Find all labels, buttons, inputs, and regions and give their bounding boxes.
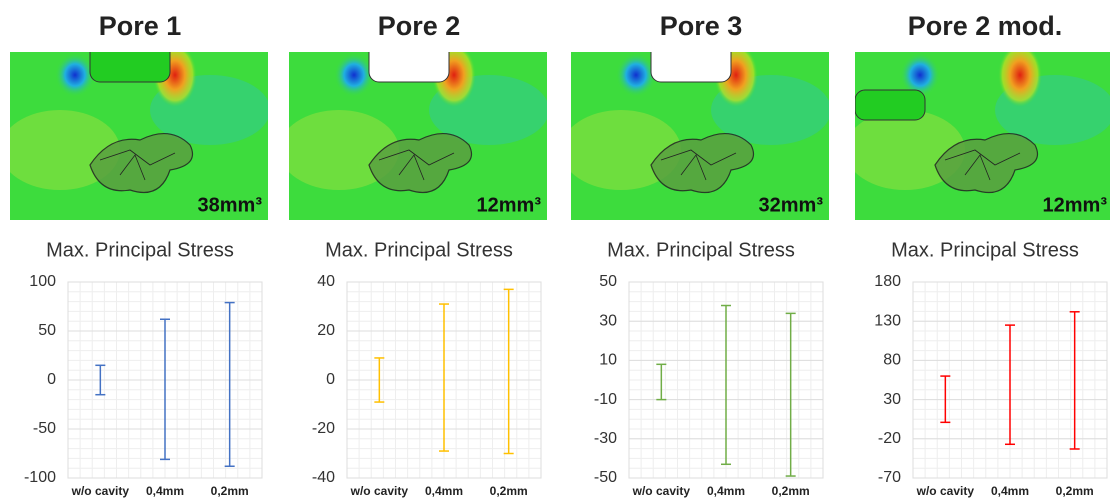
tool xyxy=(651,40,731,82)
y-tick-label: -30 xyxy=(594,430,617,447)
cold-spot xyxy=(334,53,374,97)
contour xyxy=(279,40,549,220)
panel-title: Pore 2 mod. xyxy=(908,11,1063,41)
volume-label: 12mm³ xyxy=(1043,194,1108,216)
cold-spot xyxy=(55,53,95,97)
volume-label: 32mm³ xyxy=(759,194,824,216)
x-tick-label: w/o cavity xyxy=(71,484,130,498)
x-tick-label: w/o cavity xyxy=(350,484,409,498)
y-tick-label: 180 xyxy=(874,273,901,290)
tool xyxy=(90,40,170,82)
chart-subtitle: Max. Principal Stress xyxy=(891,239,1079,261)
y-tick-label: -20 xyxy=(312,420,335,437)
y-tick-label: 40 xyxy=(317,273,335,290)
y-tick-label: -50 xyxy=(594,469,617,486)
x-tick-label: 0,2mm xyxy=(211,484,249,498)
hot-spot xyxy=(998,43,1042,107)
y-tick-label: 80 xyxy=(883,352,901,369)
contour xyxy=(0,40,270,220)
chart-subtitle: Max. Principal Stress xyxy=(325,239,513,261)
x-tick-label: w/o cavity xyxy=(916,484,975,498)
y-tick-label: 0 xyxy=(47,371,56,388)
figure: Pore 138mm³Max. Principal Stress-100-500… xyxy=(0,0,1110,502)
cold-spot xyxy=(616,53,656,97)
y-tick-label: 50 xyxy=(38,322,56,339)
panel-title: Pore 2 xyxy=(378,11,461,41)
y-tick-label: 30 xyxy=(599,312,617,329)
y-tick-label: 20 xyxy=(317,322,335,339)
x-tick-label: 0,4mm xyxy=(146,484,184,498)
panel-title: Pore 1 xyxy=(99,11,182,41)
stress-image xyxy=(279,40,549,220)
stress-image xyxy=(561,40,831,220)
y-tick-label: 100 xyxy=(29,273,56,290)
x-tick-label: w/o cavity xyxy=(632,484,691,498)
tool xyxy=(369,40,449,82)
volume-label: 12mm³ xyxy=(477,194,542,216)
stress-image xyxy=(0,40,270,220)
contour xyxy=(561,40,831,220)
x-tick-label: 0,2mm xyxy=(1056,484,1094,498)
x-tick-label: 0,2mm xyxy=(772,484,810,498)
y-tick-label: 130 xyxy=(874,312,901,329)
chart-subtitle: Max. Principal Stress xyxy=(46,239,234,261)
y-tick-label: -70 xyxy=(878,469,901,486)
tool xyxy=(855,90,925,120)
panel-title: Pore 3 xyxy=(660,11,743,41)
y-tick-label: 0 xyxy=(326,371,335,388)
x-tick-label: 0,4mm xyxy=(425,484,463,498)
y-tick-label: -50 xyxy=(33,420,56,437)
y-tick-label: -100 xyxy=(24,469,56,486)
x-tick-label: 0,2mm xyxy=(490,484,528,498)
volume-label: 38mm³ xyxy=(198,194,263,216)
y-tick-label: -20 xyxy=(878,430,901,447)
y-tick-label: 50 xyxy=(599,273,617,290)
y-tick-label: 10 xyxy=(599,352,617,369)
y-tick-label: -40 xyxy=(312,469,335,486)
x-tick-label: 0,4mm xyxy=(991,484,1029,498)
y-tick-label: -10 xyxy=(594,391,617,408)
y-tick-label: 30 xyxy=(883,391,901,408)
x-tick-label: 0,4mm xyxy=(707,484,745,498)
chart-subtitle: Max. Principal Stress xyxy=(607,239,795,261)
